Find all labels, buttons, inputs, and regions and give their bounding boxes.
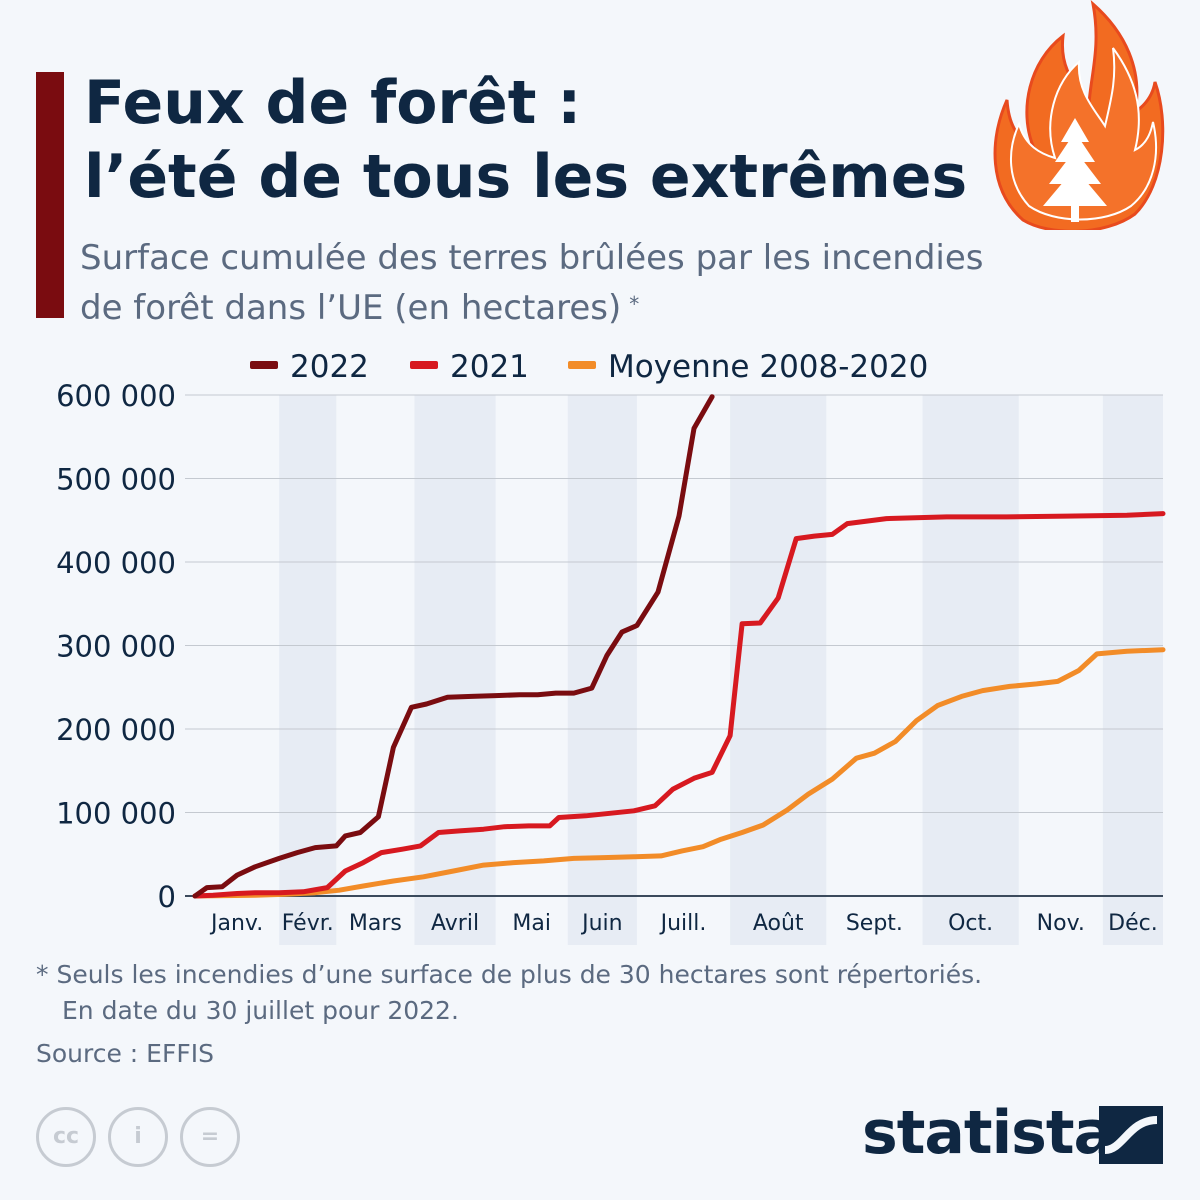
attribution-icon[interactable]: i [108, 1107, 168, 1167]
month-band-9 [922, 395, 1019, 945]
y-tick-label: 300 000 [56, 630, 176, 664]
legend-swatch [410, 361, 438, 369]
x-axis: Janv. Févr. Mars Avril Mai Juin Juill. Août Sept… [209, 911, 1158, 936]
series-lines [192, 394, 1166, 899]
legend-swatch [250, 361, 278, 369]
x-tick-label: Oct. [948, 911, 993, 936]
y-tick-label: 0 [158, 880, 176, 914]
x-tick-label: Mai [512, 911, 551, 936]
series-line-2022 [192, 394, 715, 899]
y-axis: 0 100 000 200 000 300 000 400 000 500 000 600 … [56, 379, 176, 914]
y-tick-label: 200 000 [56, 713, 176, 747]
legend-label: 2021 [450, 349, 529, 385]
no-derivatives-icon[interactable]: = [180, 1107, 240, 1167]
footnote-line-2: En date du 30 juillet pour 2022. [62, 996, 459, 1025]
legend-swatch [568, 361, 596, 369]
series-line-moyenne-2008-2020 [192, 647, 1166, 899]
month-band-11 [1102, 395, 1163, 945]
chart-subtitle: Surface cumulée des terres brûlées par l… [80, 233, 1070, 333]
series-line-2021 [192, 511, 1166, 899]
x-tick-label: Nov. [1037, 911, 1085, 936]
x-tick-label: Janv. [209, 911, 263, 936]
x-tick-label: Juin [580, 911, 623, 936]
gridlines [185, 394, 1163, 897]
subtitle-line-2-text: de forêt dans l’UE (en hectares) [80, 288, 622, 328]
x-tick-label: Juill. [659, 911, 707, 936]
subtitle-line-1: Surface cumulée des terres brûlées par l… [80, 238, 984, 278]
creative-commons-icon[interactable]: cc [36, 1107, 96, 1167]
footnote: * Seuls les incendies d’une surface de p… [36, 957, 982, 1029]
source-note: Source : EFFIS [36, 1039, 214, 1068]
legend-label: Moyenne 2008-2020 [608, 349, 928, 385]
chart: 0 100 000 200 000 300 000 400 000 500 000 600 … [56, 349, 1166, 945]
month-bands [279, 395, 1163, 945]
x-tick-label: Févr. [282, 911, 334, 936]
legend: 2022 2021 Moyenne 2008-2020 [250, 349, 928, 385]
page-title: Feux de forêt : l’été de tous les extrêm… [84, 66, 967, 214]
x-tick-label: Avril [431, 911, 479, 936]
y-tick-label: 100 000 [56, 797, 176, 831]
title-accent-bar [36, 72, 64, 318]
month-band-1 [279, 395, 337, 945]
month-band-3 [414, 395, 496, 945]
fire-tree-icon [993, 0, 1165, 230]
y-tick-label: 500 000 [56, 463, 176, 497]
legend-label: 2022 [290, 349, 369, 385]
statista-logo-mark-icon [1099, 1106, 1163, 1164]
title-line-1: Feux de forêt : [84, 68, 582, 138]
month-band-7 [730, 395, 827, 945]
subtitle-asterisk: * [629, 292, 640, 316]
y-tick-label: 400 000 [56, 546, 176, 580]
subtitle-line-2: de forêt dans l’UE (en hectares) * [80, 283, 1070, 333]
x-tick-label: Déc. [1108, 911, 1158, 936]
y-tick-label: 600 000 [56, 379, 176, 413]
title-line-2: l’été de tous les extrêmes [84, 142, 968, 212]
x-tick-label: Sept. [846, 911, 903, 936]
footnote-line-1: * Seuls les incendies d’une surface de p… [36, 960, 983, 989]
statista-logo[interactable]: statista [862, 1098, 1114, 1168]
x-tick-label: Mars [349, 911, 402, 936]
x-tick-label: Août [753, 911, 804, 936]
